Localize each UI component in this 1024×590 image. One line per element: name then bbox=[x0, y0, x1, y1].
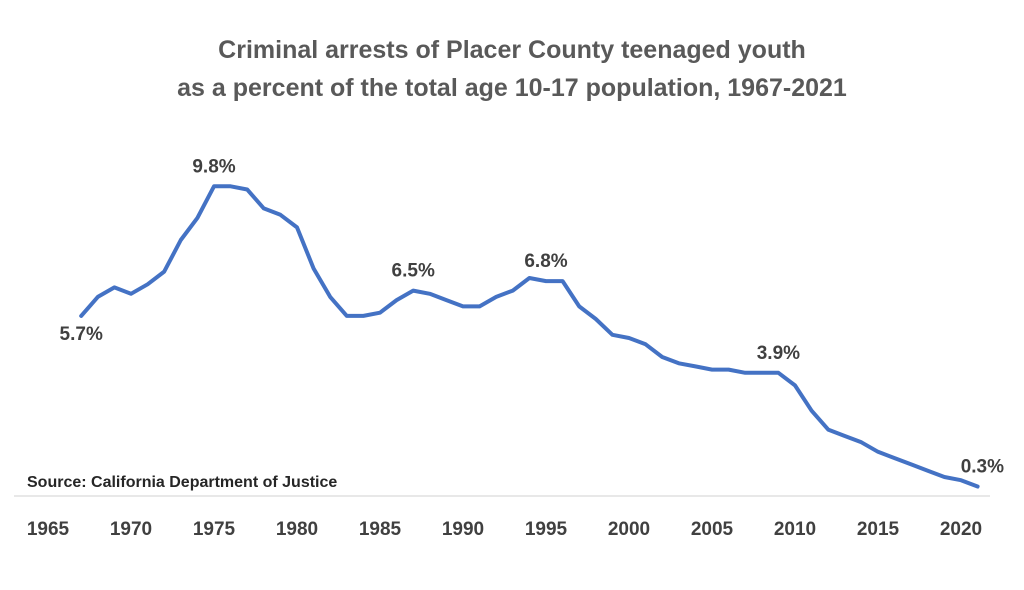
x-tick-label-2000: 2000 bbox=[608, 519, 650, 540]
data-labels: 5.7% 9.8% 6.5% 6.8% 3.9% 0.3% bbox=[60, 156, 1005, 477]
x-tick-label-1970: 1970 bbox=[110, 519, 152, 540]
x-tick-label-1985: 1985 bbox=[359, 519, 402, 540]
chart-title: Criminal arrests of Placer County teenag… bbox=[218, 36, 806, 64]
data-label-2021: 0.3% bbox=[961, 457, 1004, 478]
series-lines bbox=[79, 184, 980, 489]
x-tick-label-2020: 2020 bbox=[940, 519, 982, 540]
data-label-1995: 6.8% bbox=[524, 251, 567, 272]
data-label-1975: 9.8% bbox=[192, 156, 235, 177]
x-tick-label-2010: 2010 bbox=[774, 519, 816, 540]
data-label-1967: 5.7% bbox=[60, 324, 103, 345]
x-tick-label-2015: 2015 bbox=[857, 519, 900, 540]
x-tick-label-1965: 1965 bbox=[27, 519, 70, 540]
x-tick-label-2005: 2005 bbox=[691, 519, 734, 540]
data-label-1987: 6.5% bbox=[392, 261, 435, 282]
chart-subtitle: as a percent of the total age 10-17 popu… bbox=[177, 74, 847, 102]
series-line-0 bbox=[79, 184, 980, 489]
x-tick-label-1995: 1995 bbox=[525, 519, 568, 540]
x-tick-label-1975: 1975 bbox=[193, 519, 236, 540]
data-label-2009: 3.9% bbox=[757, 343, 800, 364]
x-tick-label-1980: 1980 bbox=[276, 519, 318, 540]
x-tick-labels: 1965 1970 1975 1980 1985 1990 1995 2000 2005 2010… bbox=[27, 519, 982, 540]
source-note: Source: California Department of Justice bbox=[27, 474, 337, 491]
x-tick-label-1990: 1990 bbox=[442, 519, 484, 540]
